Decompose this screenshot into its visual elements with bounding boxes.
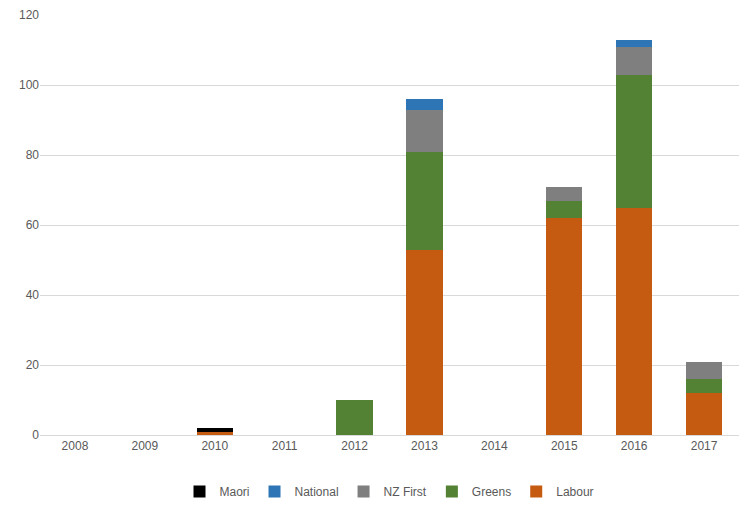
svg-text:2017: 2017 — [691, 439, 718, 453]
svg-text:2008: 2008 — [62, 439, 89, 453]
svg-text:40: 40 — [26, 288, 40, 302]
svg-text:2011: 2011 — [272, 439, 298, 453]
svg-text:National: National — [295, 485, 339, 499]
svg-text:2013: 2013 — [411, 439, 438, 453]
svg-text:0: 0 — [32, 428, 39, 442]
svg-text:2009: 2009 — [131, 439, 158, 453]
svg-text:60: 60 — [26, 218, 40, 232]
svg-text:2016: 2016 — [621, 439, 648, 453]
svg-text:2014: 2014 — [481, 439, 508, 453]
svg-text:120: 120 — [19, 8, 39, 22]
svg-text:Labour: Labour — [556, 485, 593, 499]
svg-text:20: 20 — [26, 358, 40, 372]
svg-text:2010: 2010 — [201, 439, 228, 453]
svg-text:100: 100 — [19, 78, 39, 92]
svg-text:Maori: Maori — [220, 485, 250, 499]
svg-text:NZ First: NZ First — [384, 485, 427, 499]
svg-text:2012: 2012 — [341, 439, 368, 453]
svg-text:2015: 2015 — [551, 439, 578, 453]
svg-text:80: 80 — [26, 148, 40, 162]
svg-text:Greens: Greens — [472, 485, 511, 499]
